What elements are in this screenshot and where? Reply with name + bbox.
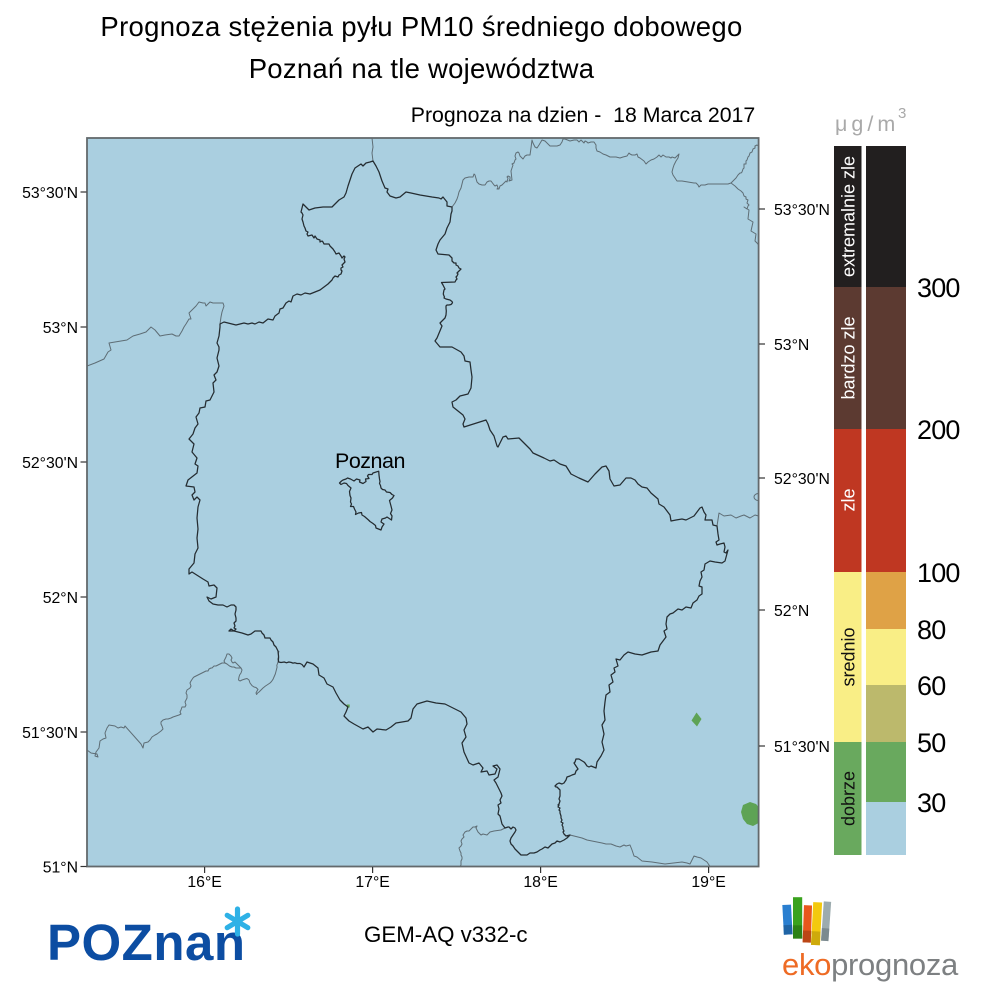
- svg-text:80: 80: [917, 615, 945, 645]
- svg-text:19°E: 19°E: [691, 874, 725, 891]
- svg-text:extremalnie zle: extremalnie zle: [838, 156, 858, 277]
- svg-text:53°30'N: 53°30'N: [774, 202, 830, 219]
- svg-text:μg/m: μg/m: [835, 112, 899, 136]
- svg-text:53°N: 53°N: [774, 337, 809, 354]
- svg-text:51°30'N: 51°30'N: [774, 739, 830, 756]
- svg-text:bardzo zle: bardzo zle: [838, 316, 858, 399]
- svg-text:16°E: 16°E: [187, 874, 221, 891]
- svg-text:3: 3: [898, 105, 906, 122]
- svg-text:17°E: 17°E: [355, 874, 389, 891]
- svg-text:200: 200: [917, 415, 960, 445]
- svg-text:50: 50: [917, 728, 945, 758]
- svg-text:52°30'N: 52°30'N: [774, 471, 830, 488]
- svg-text:51°30'N: 51°30'N: [22, 725, 78, 742]
- svg-text:30: 30: [917, 788, 945, 818]
- svg-text:dobrze: dobrze: [838, 771, 858, 826]
- svg-text:300: 300: [917, 273, 960, 303]
- svg-text:52°N: 52°N: [43, 590, 78, 607]
- svg-text:100: 100: [917, 558, 960, 588]
- svg-text:zle: zle: [838, 488, 858, 511]
- svg-text:18°E: 18°E: [523, 874, 557, 891]
- svg-text:srednio: srednio: [838, 627, 858, 686]
- svg-text:53°N: 53°N: [43, 320, 78, 337]
- svg-text:60: 60: [917, 671, 945, 701]
- svg-text:53°30'N: 53°30'N: [22, 185, 78, 202]
- svg-text:51°N: 51°N: [43, 860, 78, 877]
- svg-text:52°30'N: 52°30'N: [22, 455, 78, 472]
- svg-text:52°N: 52°N: [774, 603, 809, 620]
- svg-text:Poznan: Poznan: [335, 449, 405, 473]
